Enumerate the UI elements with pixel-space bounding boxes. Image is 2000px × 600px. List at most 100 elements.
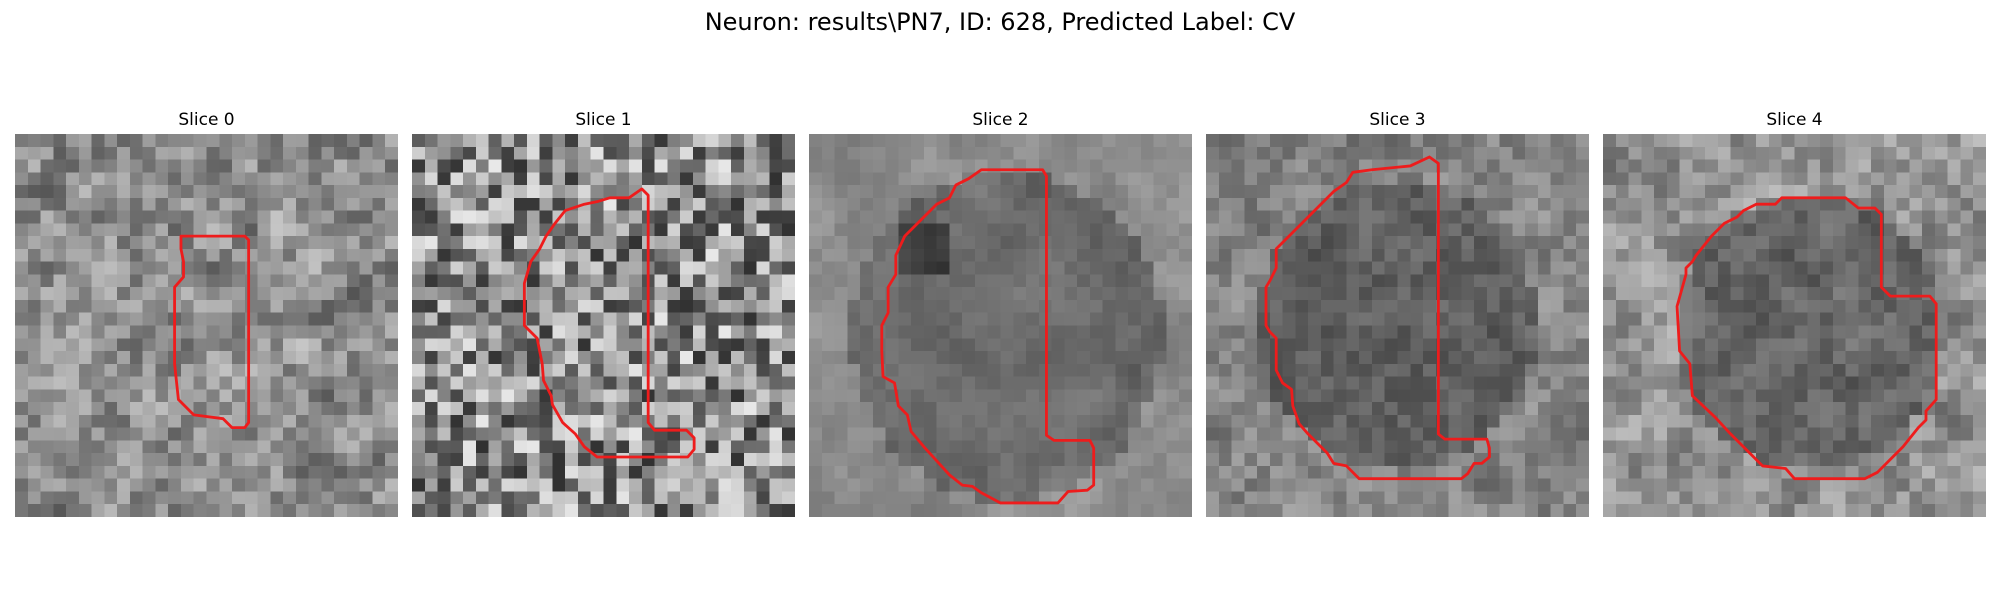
pixel: [283, 248, 297, 262]
pixel: [40, 134, 54, 148]
pixel: [1896, 248, 1910, 262]
pixel: [129, 197, 143, 211]
pixel: [1064, 312, 1078, 326]
pixel: [1947, 338, 1961, 352]
slice-panel-4: Slice 4: [1603, 108, 1986, 517]
pixel: [1308, 312, 1322, 326]
pixel: [1423, 402, 1437, 416]
pixel: [1743, 363, 1757, 377]
pixel: [565, 159, 579, 173]
pixel: [1295, 236, 1309, 250]
pixel: [232, 274, 246, 288]
pixel: [450, 210, 464, 224]
pixel: [1333, 299, 1347, 313]
pixel: [437, 402, 451, 416]
pixel: [1410, 440, 1424, 454]
pixel: [834, 465, 848, 479]
pixel: [1397, 414, 1411, 428]
pixel: [1743, 159, 1757, 173]
pixel: [1525, 427, 1539, 441]
pixel: [91, 146, 105, 160]
pixel: [731, 274, 745, 288]
pixel: [1717, 312, 1731, 326]
pixel: [1628, 465, 1642, 479]
pixel: [1883, 312, 1897, 326]
pixel: [15, 478, 29, 492]
pixel: [308, 248, 322, 262]
pixel: [577, 172, 591, 186]
pixel: [1896, 478, 1910, 492]
pixel: [1115, 287, 1129, 301]
pixel: [1576, 376, 1589, 390]
pixel: [1371, 478, 1385, 492]
pixel: [1717, 274, 1731, 288]
pixel: [603, 440, 617, 454]
pixel: [463, 491, 477, 505]
pixel: [1206, 440, 1220, 454]
pixel: [821, 427, 835, 441]
pixel: [1423, 453, 1437, 467]
pixel: [552, 389, 566, 403]
pixel: [1410, 376, 1424, 390]
pixel: [488, 376, 502, 390]
pixel: [1499, 274, 1513, 288]
pixel: [552, 427, 566, 441]
pixel: [1140, 248, 1154, 262]
pixel: [308, 159, 322, 173]
pixel: [1257, 197, 1271, 211]
pixel: [1371, 223, 1385, 237]
pixel: [1269, 478, 1283, 492]
pixel: [1717, 134, 1731, 148]
pixel: [1563, 312, 1577, 326]
pixel: [142, 248, 156, 262]
pixel: [974, 478, 988, 492]
pixel: [590, 261, 604, 275]
pixel: [1679, 134, 1693, 148]
pixel: [552, 414, 566, 428]
pixel: [168, 478, 182, 492]
pixel: [91, 427, 105, 441]
pixel: [809, 312, 823, 326]
pixel: [1410, 351, 1424, 365]
pixel: [308, 414, 322, 428]
pixel: [1960, 159, 1974, 173]
pixel: [667, 223, 681, 237]
pixel: [974, 197, 988, 211]
pixel: [872, 453, 886, 467]
pixel: [885, 440, 899, 454]
pixel: [987, 236, 1001, 250]
pixel: [283, 414, 297, 428]
pixel: [346, 248, 360, 262]
pixel: [1845, 414, 1859, 428]
pixel: [321, 338, 335, 352]
pixel: [1295, 223, 1309, 237]
pixel: [1947, 453, 1961, 467]
pixel: [1257, 236, 1271, 250]
pixel: [1346, 312, 1360, 326]
pixel: [667, 453, 681, 467]
pixel: [1218, 427, 1232, 441]
pixel: [565, 287, 579, 301]
pixel: [1499, 491, 1513, 505]
pixel: [129, 478, 143, 492]
pixel: [1654, 389, 1668, 403]
pixel: [872, 248, 886, 262]
pixel: [1115, 134, 1129, 148]
pixel: [53, 197, 67, 211]
pixel: [66, 376, 80, 390]
pixel: [1320, 236, 1334, 250]
pixel: [962, 491, 976, 505]
pixel: [731, 363, 745, 377]
pixel: [1576, 440, 1589, 454]
pixel: [1295, 325, 1309, 339]
pixel: [1922, 312, 1936, 326]
pixel: [1359, 376, 1373, 390]
pixel: [514, 134, 528, 148]
pixel: [1089, 146, 1103, 160]
pixel: [987, 376, 1001, 390]
pixel: [1858, 504, 1872, 517]
pixel: [53, 261, 67, 275]
pixel: [1410, 465, 1424, 479]
pixel: [1282, 504, 1296, 517]
pixel: [1628, 210, 1642, 224]
